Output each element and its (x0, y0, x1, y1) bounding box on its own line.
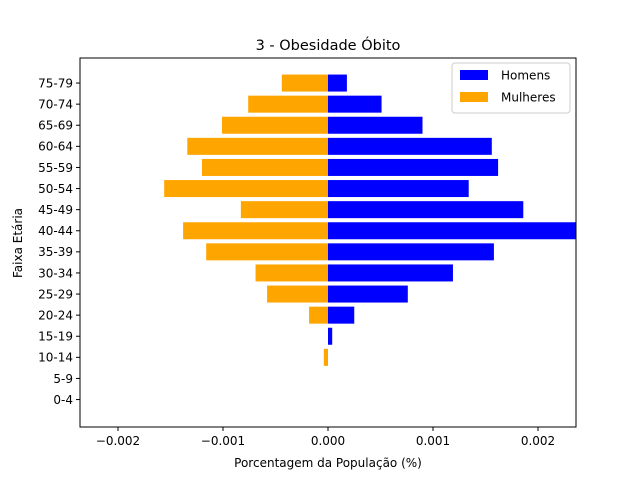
x-tick-label: 0.002 (521, 434, 555, 448)
bar-homens-35-39 (328, 243, 494, 261)
legend-label-homens: Homens (501, 69, 550, 83)
legend-swatch-mulheres (460, 92, 488, 102)
axes-group: −0.002 −0.001 0.000 0.001 0.002 0-4 5-9 10-14 15… (38, 57, 577, 448)
y-tick-label: 45-49 (38, 203, 73, 217)
y-tick-label: 55-59 (38, 161, 73, 175)
bar-mulheres-60-64 (187, 137, 328, 155)
bar-homens-20-24 (328, 306, 355, 324)
bar-mulheres-50-54 (164, 180, 328, 198)
bar-mulheres-75-79 (281, 74, 328, 92)
x-tick-label: −0.002 (96, 434, 140, 448)
legend: Homens Mulheres (451, 62, 571, 114)
y-tick-label: 5-9 (53, 372, 73, 386)
x-tick-label: 0.000 (311, 434, 345, 448)
y-tick-label: 30-34 (38, 266, 73, 280)
bar-homens-70-74 (328, 95, 382, 113)
bar-mulheres-70-74 (248, 95, 328, 113)
bar-mulheres-40-44 (183, 222, 328, 240)
bar-homens-45-49 (328, 201, 524, 219)
y-tick-label: 75-79 (38, 76, 73, 90)
bar-mulheres-35-39 (206, 243, 328, 261)
y-tick-label: 65-69 (38, 119, 73, 133)
chart-title: 3 - Obesidade Óbito (256, 36, 401, 54)
bar-homens-40-44 (328, 222, 576, 240)
legend-swatch-homens (460, 70, 488, 80)
bar-mulheres-20-24 (309, 306, 328, 324)
bar-mulheres-45-49 (240, 201, 328, 219)
legend-label-mulheres: Mulheres (501, 91, 556, 105)
bar-homens-55-59 (328, 158, 499, 176)
bar-mulheres-65-69 (221, 116, 328, 134)
bar-mulheres-25-29 (267, 285, 328, 303)
x-tick-label: 0.001 (416, 434, 450, 448)
bar-homens-50-54 (328, 180, 469, 198)
bar-mulheres-10-14 (323, 348, 328, 366)
y-tick-label: 0-4 (53, 393, 73, 407)
y-tick-label: 50-54 (38, 182, 73, 196)
y-tick-label: 60-64 (38, 140, 73, 154)
bar-homens-75-79 (328, 74, 347, 92)
bar-homens-60-64 (328, 137, 492, 155)
bar-mulheres-30-34 (255, 264, 328, 282)
y-tick-label: 25-29 (38, 287, 73, 301)
x-axis-label: Porcentagem da População (%) (234, 456, 422, 470)
bar-mulheres-55-59 (202, 158, 328, 176)
x-tick-label: −0.001 (201, 434, 245, 448)
bar-homens-30-34 (328, 264, 453, 282)
bars-group (164, 74, 576, 366)
bar-homens-65-69 (328, 116, 423, 134)
y-tick-label: 15-19 (38, 330, 73, 344)
y-tick-label: 40-44 (38, 224, 73, 238)
y-tick-label: 35-39 (38, 245, 73, 259)
y-axis-label: Faixa Etária (11, 208, 25, 278)
bar-homens-25-29 (328, 285, 408, 303)
y-tick-label: 70-74 (38, 97, 73, 111)
y-tick-label: 10-14 (38, 351, 73, 365)
y-tick-label: 20-24 (38, 308, 73, 322)
bar-homens-15-19 (328, 327, 333, 345)
